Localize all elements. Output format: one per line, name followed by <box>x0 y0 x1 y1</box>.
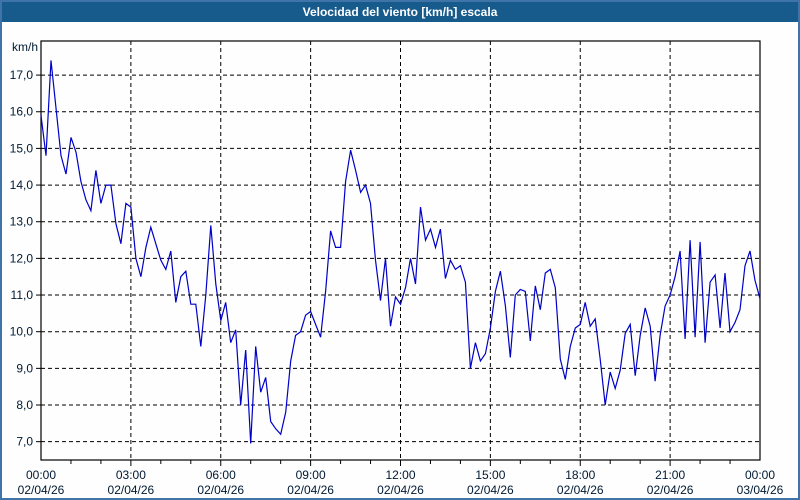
axes <box>40 40 761 461</box>
y-tick-label: 15,0 <box>10 141 34 155</box>
x-tick-date-label: 02/04/26 <box>108 483 155 497</box>
x-tick-time-label: 00:00 <box>745 468 775 482</box>
x-tick-date-label: 03/04/26 <box>737 483 784 497</box>
y-tick-label: 8,0 <box>16 398 33 412</box>
x-tick-time-label: 09:00 <box>296 468 326 482</box>
axis-labels: 17,0 16,0 15,0 14,0 13,0 12,0 11,0 10,0 9,0 8,0 7,… <box>10 68 784 497</box>
x-tick-time-label: 03:00 <box>116 468 146 482</box>
y-tick-label: 17,0 <box>10 68 34 82</box>
tick-marks <box>36 74 731 466</box>
x-tick-date-label: 02/04/26 <box>197 483 244 497</box>
y-tick-label: 14,0 <box>10 178 34 192</box>
window-title: Velocidad del viento [km/h] escala <box>2 2 798 22</box>
x-tick-date-label: 02/04/26 <box>377 483 424 497</box>
y-tick-label: 7,0 <box>16 435 33 449</box>
x-tick-time-label: 21:00 <box>655 468 685 482</box>
x-tick-date-label: 02/04/26 <box>287 483 334 497</box>
x-tick-date-label: 02/04/26 <box>18 483 65 497</box>
y-tick-label: 11,0 <box>11 288 34 302</box>
gridlines <box>41 41 760 460</box>
y-tick-label: 13,0 <box>10 215 34 229</box>
x-tick-time-label: 12:00 <box>385 468 415 482</box>
x-tick-date-label: 02/04/26 <box>647 483 694 497</box>
x-tick-date-label: 02/04/26 <box>467 483 514 497</box>
y-tick-label: 16,0 <box>10 105 34 119</box>
wind-speed-line <box>40 60 761 444</box>
y-axis-unit-label: km/h <box>12 40 38 54</box>
y-tick-label: 12,0 <box>10 251 34 265</box>
x-tick-date-label: 02/04/26 <box>557 483 604 497</box>
plot-border <box>40 40 761 461</box>
x-tick-time-label: 00:00 <box>26 468 56 482</box>
y-tick-label: 9,0 <box>16 361 33 375</box>
y-tick-label: 10,0 <box>10 325 34 339</box>
x-tick-time-label: 06:00 <box>206 468 236 482</box>
x-tick-time-label: 18:00 <box>565 468 595 482</box>
x-tick-time-label: 15:00 <box>475 468 505 482</box>
